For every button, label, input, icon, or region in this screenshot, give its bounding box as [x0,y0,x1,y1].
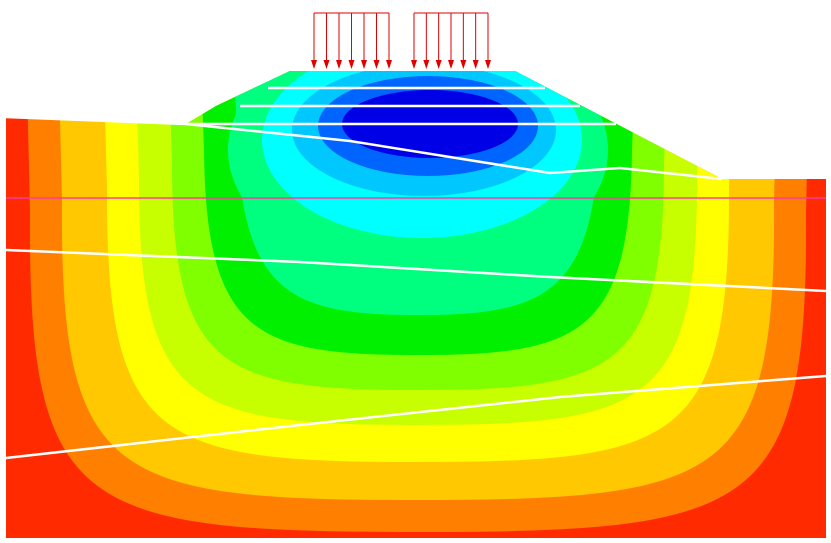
ground-surface-boundary [5,115,723,181]
load-arrow-head [361,60,367,69]
load-arrow-head [448,60,454,69]
load-arrow-head [311,60,317,69]
load-arrow-head [323,60,330,69]
load-arrow-head [348,60,355,69]
load-arrow-head [460,60,467,69]
load-arrow-head [373,60,380,69]
load-arrow-head [485,60,491,69]
load-arrow-head [435,60,442,69]
soil-layer-boundary-lower [5,374,827,460]
load-arrow-head [472,60,479,69]
load-arrow-head [386,60,392,69]
surface-load-arrows [311,12,491,69]
load-arrow-head [423,60,430,69]
load-arrow-head [336,60,342,69]
soil-layer-boundary-upper [5,248,827,293]
load-arrow-head [411,60,417,69]
embankment-layer-lines [186,86,616,126]
soil-layer-boundaries [5,115,827,460]
